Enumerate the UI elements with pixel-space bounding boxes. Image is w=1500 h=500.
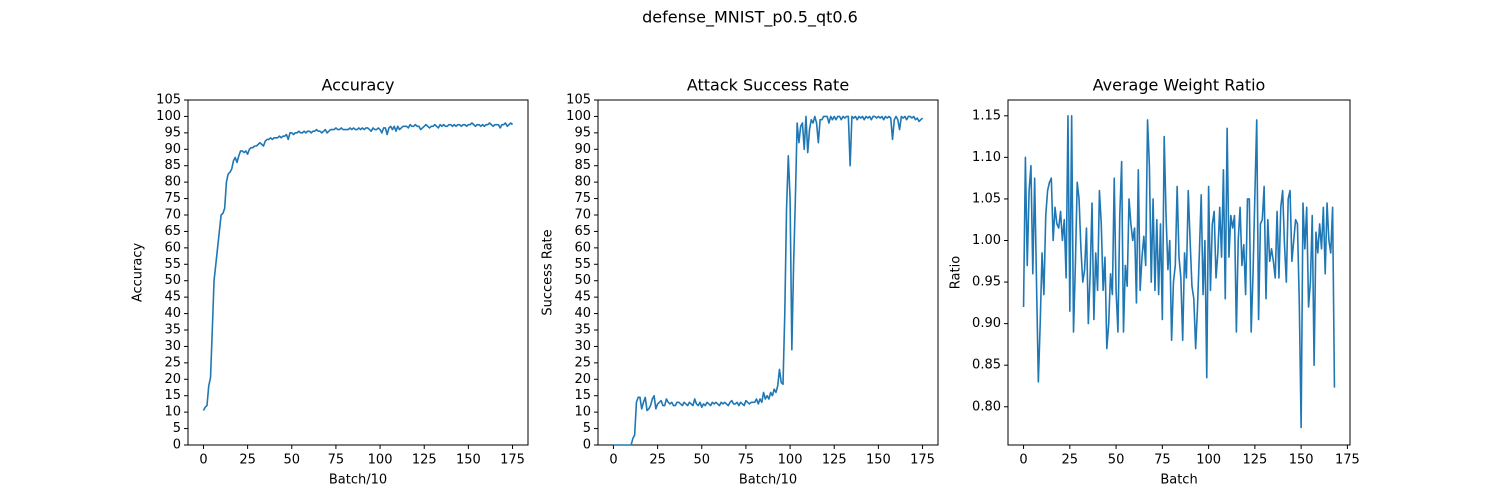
y-tick-label: 50 bbox=[164, 273, 181, 288]
x-tick-label: 75 bbox=[328, 453, 345, 468]
y-tick-label: 0.80 bbox=[972, 399, 1001, 414]
y-tick-label: 80 bbox=[164, 175, 181, 190]
x-axis-label: Batch/10 bbox=[739, 473, 797, 488]
x-tick-label: 0 bbox=[609, 453, 617, 468]
y-tick-label: 85 bbox=[574, 158, 591, 173]
x-tick-label: 50 bbox=[693, 453, 710, 468]
y-tick-label: 75 bbox=[574, 191, 591, 206]
y-tick-label: 10 bbox=[164, 405, 181, 420]
axes-title: Average Weight Ratio bbox=[1093, 76, 1266, 95]
y-tick-label: 40 bbox=[164, 306, 181, 321]
x-tick-label: 0 bbox=[1019, 453, 1027, 468]
y-tick-label: 5 bbox=[583, 421, 591, 436]
x-axis-label: Batch/10 bbox=[329, 473, 387, 488]
y-tick-label: 25 bbox=[574, 355, 591, 370]
y-axis-label: Accuracy bbox=[131, 243, 146, 303]
y-tick-label: 105 bbox=[156, 93, 181, 108]
y-tick-label: 100 bbox=[566, 109, 591, 124]
y-tick-label: 35 bbox=[164, 323, 181, 338]
y-tick-label: 15 bbox=[164, 388, 181, 403]
y-tick-label: 15 bbox=[574, 388, 591, 403]
y-tick-label: 70 bbox=[164, 208, 181, 223]
x-tick-label: 100 bbox=[778, 453, 803, 468]
y-tick-label: 30 bbox=[164, 339, 181, 354]
x-tick-label: 0 bbox=[199, 453, 207, 468]
y-tick-label: 35 bbox=[574, 323, 591, 338]
data-line bbox=[613, 115, 924, 446]
axes-title: Accuracy bbox=[321, 76, 394, 95]
y-tick-label: 20 bbox=[574, 372, 591, 387]
x-tick-label: 100 bbox=[1196, 453, 1221, 468]
data-line bbox=[202, 122, 514, 411]
axes-frame bbox=[1007, 99, 1351, 446]
x-tick-label: 25 bbox=[649, 453, 666, 468]
y-tick-label: 60 bbox=[164, 240, 181, 255]
y-tick-label: 45 bbox=[574, 290, 591, 305]
data-line bbox=[1022, 115, 1336, 429]
y-tick-label: 50 bbox=[574, 273, 591, 288]
y-tick-label: 90 bbox=[164, 142, 181, 157]
x-axis-label: Batch bbox=[1160, 473, 1197, 488]
axes-title: Attack Success Rate bbox=[687, 76, 849, 95]
y-tick-label: 30 bbox=[574, 339, 591, 354]
y-tick-label: 65 bbox=[574, 224, 591, 239]
x-tick-label: 75 bbox=[738, 453, 755, 468]
y-tick-label: 55 bbox=[164, 257, 181, 272]
x-tick-label: 50 bbox=[1108, 453, 1125, 468]
x-tick-label: 25 bbox=[1062, 453, 1079, 468]
y-tick-label: 90 bbox=[574, 142, 591, 157]
axes-frame bbox=[597, 99, 939, 446]
y-tick-label: 1.00 bbox=[972, 233, 1001, 248]
x-tick-label: 175 bbox=[1335, 453, 1360, 468]
y-tick-label: 100 bbox=[156, 109, 181, 124]
y-tick-label: 0.90 bbox=[972, 316, 1001, 331]
x-tick-label: 150 bbox=[1289, 453, 1314, 468]
x-tick-label: 125 bbox=[412, 453, 437, 468]
y-tick-label: 65 bbox=[164, 224, 181, 239]
x-tick-label: 125 bbox=[1242, 453, 1267, 468]
y-tick-label: 45 bbox=[164, 290, 181, 305]
y-tick-label: 0.95 bbox=[972, 275, 1001, 290]
y-tick-label: 85 bbox=[164, 158, 181, 173]
x-tick-label: 125 bbox=[822, 453, 847, 468]
x-tick-label: 150 bbox=[866, 453, 891, 468]
y-axis-label: Success Rate bbox=[541, 229, 556, 315]
y-tick-label: 1.15 bbox=[972, 108, 1001, 123]
x-tick-label: 175 bbox=[500, 453, 525, 468]
y-tick-label: 25 bbox=[164, 355, 181, 370]
y-tick-label: 70 bbox=[574, 208, 591, 223]
x-tick-label: 100 bbox=[368, 453, 393, 468]
y-tick-label: 5 bbox=[173, 421, 181, 436]
y-tick-label: 75 bbox=[164, 191, 181, 206]
x-tick-label: 175 bbox=[910, 453, 935, 468]
y-tick-label: 0 bbox=[173, 438, 181, 453]
y-tick-label: 55 bbox=[574, 257, 591, 272]
figure-title: defense_MNIST_p0.5_qt0.6 bbox=[642, 8, 858, 28]
y-tick-label: 95 bbox=[574, 125, 591, 140]
x-tick-label: 50 bbox=[283, 453, 300, 468]
y-tick-label: 1.05 bbox=[972, 191, 1001, 206]
x-tick-label: 75 bbox=[1154, 453, 1171, 468]
y-tick-label: 0.85 bbox=[972, 358, 1001, 373]
y-tick-label: 95 bbox=[164, 125, 181, 140]
y-tick-label: 1.10 bbox=[972, 150, 1001, 165]
y-tick-label: 60 bbox=[574, 240, 591, 255]
y-tick-label: 10 bbox=[574, 405, 591, 420]
y-tick-label: 40 bbox=[574, 306, 591, 321]
y-tick-label: 0 bbox=[583, 438, 591, 453]
y-tick-label: 105 bbox=[566, 93, 591, 108]
y-axis-label: Ratio bbox=[949, 256, 964, 289]
y-tick-label: 80 bbox=[574, 175, 591, 190]
x-tick-label: 25 bbox=[239, 453, 256, 468]
y-tick-label: 20 bbox=[164, 372, 181, 387]
x-tick-label: 150 bbox=[456, 453, 481, 468]
axes-frame bbox=[187, 99, 529, 446]
